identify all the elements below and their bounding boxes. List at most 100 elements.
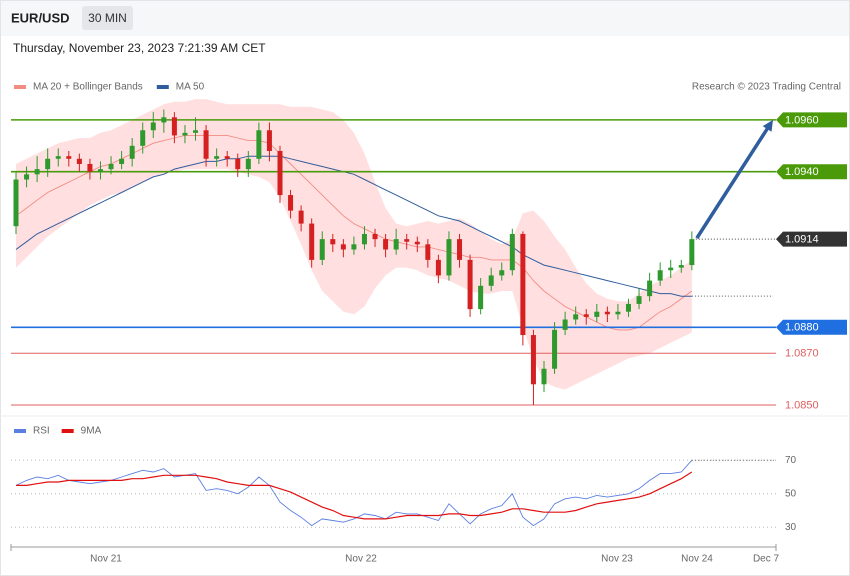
candle-body [214,156,220,159]
indicator-line [15,459,693,527]
candle-body [499,270,505,276]
price-level-tag [776,112,847,128]
candle-body [24,174,30,180]
x-tick-label: Nov 23 [601,554,633,565]
candle-body [193,130,199,133]
x-tick-label: Nov 21 [90,554,122,565]
candle-body [45,158,51,170]
candle-body [277,150,283,196]
candle-body [478,285,484,310]
candle-body [235,158,241,170]
candle-body [256,130,262,159]
price-level-tag [776,319,847,335]
candle-body [161,117,167,123]
candle-body [541,368,547,385]
legend: MA 20 + Bollinger Bands MA 50 [14,82,205,93]
interval-button[interactable] [82,6,133,30]
candle-body [288,195,294,211]
candle-body [13,179,19,227]
candle-body [309,223,315,260]
candle-body [224,156,230,159]
candle-body [361,233,367,245]
y-tick-label: 70 [785,455,797,466]
candle-body [689,239,695,266]
candle-body [509,233,515,271]
candle-body [467,259,473,310]
candle-body [678,265,684,268]
legend-label: RSI [33,426,50,437]
candle-body [594,311,600,317]
indicator-line [16,471,693,520]
legend-label: MA 50 [176,82,205,93]
candle-body [119,158,125,164]
y-tick-label: 30 [785,522,797,533]
candle-body [55,156,61,159]
candle-body [340,244,346,250]
last-price-label: 1.0914 [785,234,819,246]
candle-body [668,267,674,271]
candle-body [108,163,114,170]
candle-body [562,319,568,330]
candle-body [520,233,526,336]
moving-average-line [15,155,692,297]
symbol: EUR/USD [11,10,70,25]
candle-body [625,303,631,312]
candle-body [76,158,82,164]
candle-body [266,130,272,151]
candle-body [97,169,103,172]
candle-body [457,239,463,260]
candle-body [87,163,93,172]
header-bar [0,0,850,36]
candle-body [393,239,399,250]
candle-body [182,132,188,136]
candle-body [615,311,621,315]
candle-body [171,117,177,136]
last-price-tag [776,231,847,247]
price-level-label: 1.0850 [785,399,819,411]
candle-body [203,130,209,159]
legend-label: 9MA [81,426,102,437]
credit: Research © 2023 Trading Central [692,82,841,93]
candle-body [140,130,146,146]
candle-body [351,244,357,250]
candle-body [330,239,336,245]
candle-body [435,259,441,276]
candle-body [583,314,589,317]
x-tick-label: Dec 7 [753,554,780,565]
candle-body [425,244,431,260]
legend-swatch [156,85,169,89]
x-tick-label: Nov 24 [681,554,713,565]
candle-body [657,270,663,281]
y-tick-label: 50 [785,488,797,499]
candle-body [552,329,558,369]
candle-body [446,239,452,276]
candle-body [129,145,135,159]
candle-body [372,233,378,240]
moving-average-line [15,134,693,331]
candle-body [647,280,653,297]
candle-body [298,210,304,224]
legend-swatch [14,85,26,89]
forecast-arrow-head [762,119,773,132]
price-level-label: 1.0870 [785,348,819,360]
price-level-label: 1.0880 [785,322,819,334]
candle-body [414,241,420,245]
candle-body [383,239,389,250]
price-level-label: 1.0960 [785,114,819,126]
price-level-label: 1.0940 [785,166,819,178]
candle-body [530,335,536,385]
candle-body [488,275,494,286]
legend-label: MA 20 + Bollinger Bands [33,82,143,93]
legend-swatch [61,429,74,433]
candle-body [319,239,325,260]
interval[interactable]: 30 MIN [88,11,127,25]
candle-body [34,169,40,175]
price-level-tag [776,164,847,180]
candle-body [573,314,579,320]
candle-body [66,156,72,159]
timestamp: Thursday, November 23, 2023 7:21:39 AM C… [13,41,266,55]
candle-body [245,158,251,170]
candle-body [636,296,642,304]
candle-body [604,311,610,315]
